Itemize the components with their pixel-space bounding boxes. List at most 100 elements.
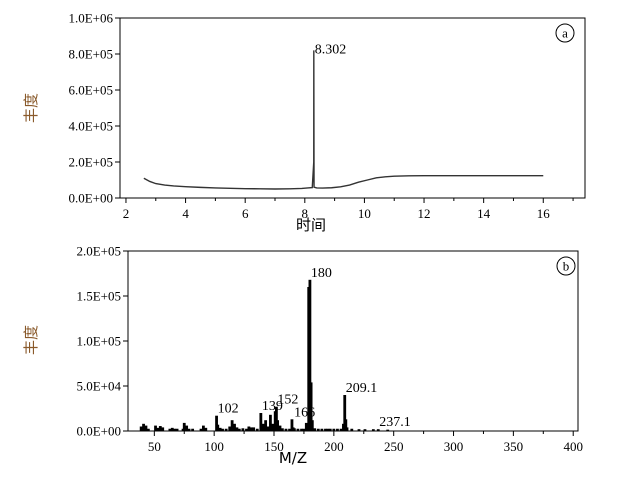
panel-b-bar xyxy=(139,426,143,431)
panel-b-peak-label: 237.1 xyxy=(379,415,411,430)
panel-b-bar xyxy=(278,425,282,431)
panel-a-ytick-label: 8.0E+05 xyxy=(68,47,113,62)
panel-b-bar xyxy=(350,428,354,431)
panel-b-xtick-label: 300 xyxy=(444,439,464,454)
panel-b-bar xyxy=(168,428,172,431)
panel-b-bar xyxy=(252,427,256,431)
panel-a-xtick-label: 6 xyxy=(242,206,249,221)
panel-a-xtick-label: 8 xyxy=(302,206,309,221)
panel-b-peak-label: 102 xyxy=(218,402,239,417)
panel-b-bar xyxy=(339,428,343,431)
panel-b-bar xyxy=(182,422,186,431)
panel-b-bar xyxy=(376,429,380,431)
panel-b-peak-label: 209.1 xyxy=(346,381,378,396)
panel-b-bar xyxy=(187,428,191,431)
panel-b-frame xyxy=(127,250,579,432)
panel-b-bar xyxy=(302,428,306,431)
panel-b-xtick-label: 100 xyxy=(204,439,224,454)
panel-a-xtick-label: 16 xyxy=(537,206,551,221)
panel-b-bar xyxy=(204,427,208,431)
panel-b-bar xyxy=(216,424,220,431)
panel-b-ytick-label: 5.0E+04 xyxy=(76,379,121,394)
panel-b-bar xyxy=(316,428,320,431)
panel-b-peak-label: 152 xyxy=(277,393,298,408)
panel-b-bar xyxy=(290,419,294,431)
panel-b-bar xyxy=(304,422,308,431)
panel-a-ylabel: 丰度 xyxy=(22,93,40,123)
panel-b-bar xyxy=(313,428,317,431)
panel-b-bar xyxy=(259,413,263,431)
panel-b-bar xyxy=(173,428,177,431)
panel-b-bar xyxy=(247,426,251,431)
panel-b-bar xyxy=(230,420,234,431)
panel-b-xtick-label: 350 xyxy=(504,439,524,454)
panel-b-bar xyxy=(308,279,312,431)
panel-b-bar xyxy=(320,428,324,431)
panel-b-bar xyxy=(185,425,189,431)
panel-b-bar xyxy=(310,420,314,431)
panel-b-ytick-label: 1.0E+05 xyxy=(76,334,121,349)
panel-b-xtick-label: 200 xyxy=(324,439,344,454)
panel-a-xlabel: 时间 xyxy=(296,216,326,234)
panel-a-peak-label: 8.302 xyxy=(315,42,347,57)
panel-b: 0.0E+00 5.0E+04 1.0E+05 1.5E+05 2.0E+05 50 10… xyxy=(22,244,583,468)
panel-a-ytick-label: 0.0E+00 xyxy=(68,191,113,206)
panel-b-bar xyxy=(161,427,165,431)
panel-b-ytick-label: 1.5E+05 xyxy=(76,289,121,304)
panel-b-xlabel: M/Z xyxy=(279,449,307,467)
panel-b-peak-label: 166 xyxy=(294,405,315,420)
panel-b-yticks: 0.0E+00 5.0E+04 1.0E+05 1.5E+05 2.0E+05 xyxy=(76,244,128,439)
panel-b-bar xyxy=(336,428,339,431)
panel-b-bar xyxy=(241,428,245,431)
panel-a-badge-label: a xyxy=(562,26,568,41)
panel-b-bar xyxy=(269,414,272,431)
panel-b-bar xyxy=(280,428,284,431)
panel-b-bar xyxy=(215,415,218,431)
panel-b-bar xyxy=(284,428,288,431)
panel-b-bar xyxy=(144,425,148,431)
panel-b-bar xyxy=(266,426,270,431)
panel-b-bar xyxy=(235,427,239,431)
panel-b-bar xyxy=(237,428,241,431)
panel-a-series-line xyxy=(143,50,544,190)
panel-b-bar xyxy=(170,427,174,431)
panel-a-xticks: 2 4 6 8 10 12 14 16 xyxy=(123,198,574,221)
panel-b-xtick-label: 400 xyxy=(563,439,583,454)
panel-b-peak-label: 139 xyxy=(262,399,283,414)
panel-b-bar xyxy=(345,427,349,431)
panel-a-frame xyxy=(119,17,586,199)
panel-b-bar xyxy=(386,429,390,431)
panel-b-bar xyxy=(288,428,291,431)
panel-b-bar xyxy=(218,427,222,431)
panel-b-bar xyxy=(156,427,160,431)
panel-b-xticks: 50 100 150 200 250 300 350 400 xyxy=(148,431,583,454)
panel-b-bar xyxy=(271,423,275,431)
panel-b-bar xyxy=(233,423,236,431)
panel-b-bar xyxy=(255,428,259,431)
panel-b-bar xyxy=(371,429,375,431)
panel-a-ytick-label: 1.0E+06 xyxy=(68,11,113,26)
panel-b-bar xyxy=(328,428,332,431)
panel-b-bar xyxy=(300,428,303,431)
panel-b-bar xyxy=(199,428,203,431)
panel-a-ytick-label: 2.0E+05 xyxy=(68,155,113,170)
panel-b-bar xyxy=(275,406,278,431)
panel-b-ytick-label: 2.0E+05 xyxy=(76,244,121,259)
panel-b-bar xyxy=(363,429,367,431)
panel-a: 0.0E+00 2.0E+05 4.0E+05 6.0E+05 8.0E+05 1.0E+… xyxy=(22,11,586,234)
panel-b-bar xyxy=(158,426,162,431)
panel-b-bar xyxy=(221,428,224,431)
panel-a-xtick-label: 10 xyxy=(358,206,371,221)
panel-b-bar xyxy=(154,425,157,431)
panel-a-ytick-label: 4.0E+05 xyxy=(68,119,113,134)
panel-b-bar xyxy=(344,419,348,431)
panel-b-bar xyxy=(261,423,265,431)
panel-b-xtick-label: 150 xyxy=(264,439,284,454)
panel-b-ylabel: 丰度 xyxy=(22,325,40,355)
panel-b-bar xyxy=(357,429,361,431)
panel-a-xtick-label: 14 xyxy=(477,206,491,221)
panel-b-bar xyxy=(332,428,336,431)
panel-b-bar xyxy=(296,428,300,431)
